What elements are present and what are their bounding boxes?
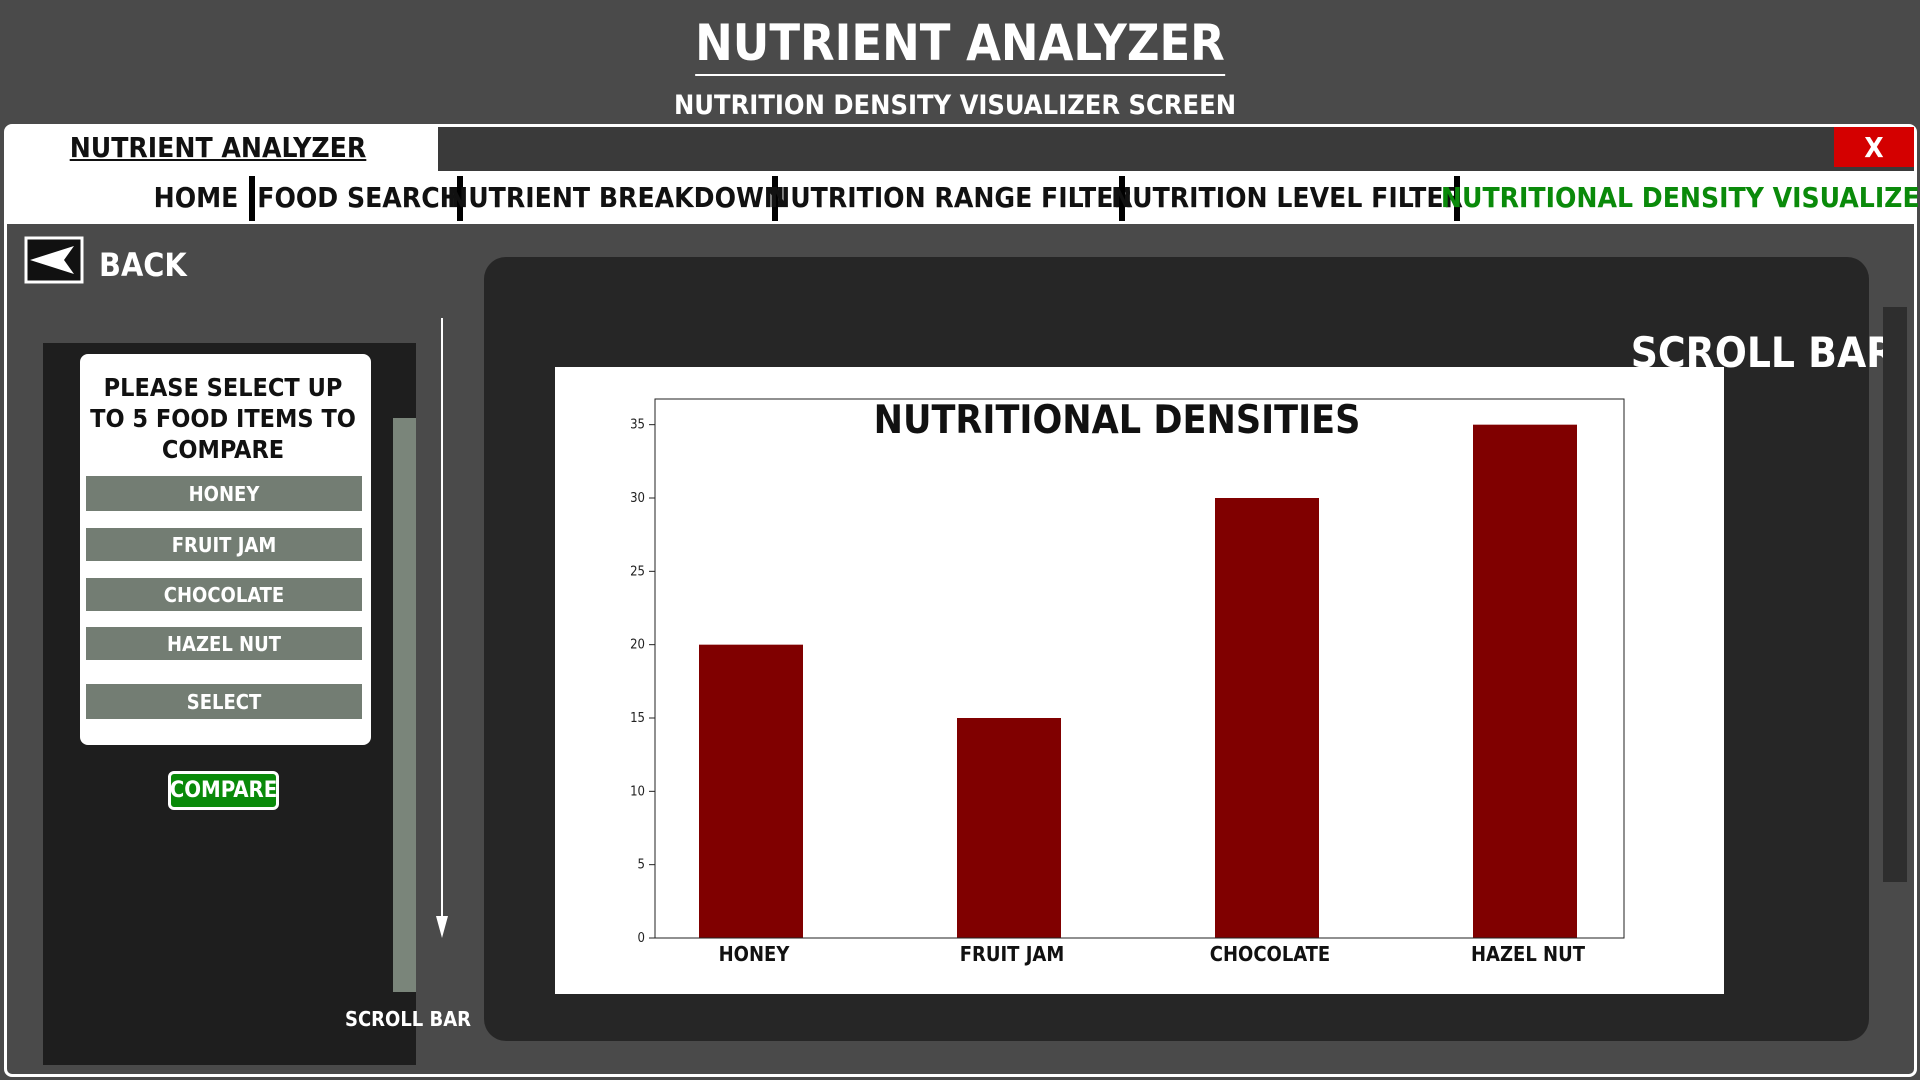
select-button[interactable]: SELECT [86,684,362,719]
y-tick-label: 20 [630,638,645,653]
scrollbar[interactable] [393,418,416,992]
y-tick-label: 25 [630,564,645,579]
nav-item-active[interactable]: NUTRITIONAL DENSITY VISUALIZER [1440,181,1920,214]
y-tick-label: 5 [638,858,645,873]
title-bar [438,127,1914,171]
food-item-button[interactable]: HAZEL NUT [86,627,362,660]
food-item-button[interactable]: HONEY [86,476,362,511]
nav-separator [457,176,463,221]
food-item-button[interactable]: FRUIT JAM [86,528,362,561]
nav-separator [249,176,255,221]
back-icon[interactable] [24,236,84,284]
y-tick-label: 10 [630,784,645,799]
scroll-arrow [436,318,448,938]
back-button[interactable]: BACK [99,246,187,284]
app-title: NUTRIENT ANALYZER [695,14,1225,76]
y-tick-label: 35 [630,418,645,433]
food-item-button[interactable]: CHOCOLATE [86,578,362,611]
nav-item[interactable]: FOOD SEARCH [257,181,461,214]
nav-item[interactable]: NUTRITION RANGE FILTER [769,181,1133,214]
close-button[interactable]: X [1834,127,1914,167]
nav-item[interactable]: NUTRIENT BREAKDOWN [447,181,785,214]
scroll-label: SCROLL BAR [345,1007,471,1031]
nav-separator [772,176,778,221]
nav-item[interactable]: HOME [153,181,239,214]
window-tab-title: NUTRIENT ANALYZER [69,131,367,164]
x-tick-label: HAZEL NUT [1471,942,1586,966]
bar [699,644,803,938]
y-tick-label: 0 [638,931,645,946]
compare-button[interactable]: COMPARE [168,771,279,810]
nav-separator [1119,176,1125,221]
bar [957,718,1061,938]
bar [1473,424,1577,939]
scrollbar[interactable] [1883,307,1907,882]
nav-item[interactable]: NUTRITION LEVEL FILTER [1111,181,1463,214]
chart-title: NUTRITIONAL DENSITIES [874,398,1361,443]
nav-separator [1454,176,1460,221]
x-tick-label: HONEY [719,942,791,966]
plot-frame [654,398,1625,939]
y-tick-label: 30 [630,491,645,506]
x-tick-label: CHOCOLATE [1210,942,1330,966]
bar [1215,498,1319,938]
screen-subtitle: NUTRITION DENSITY VISUALIZER SCREEN [673,90,1237,121]
window-tab [7,127,438,171]
selector-prompt: PLEASE SELECT UP TO 5 FOOD ITEMS TO COMP… [90,373,356,464]
y-tick-label: 15 [630,711,645,726]
nav-bar [7,171,1914,224]
x-tick-label: FRUIT JAM [960,942,1065,966]
chart: NUTRITIONAL DENSITIES 0 5 10 15 20 25 30 35 HONE… [555,367,1724,994]
